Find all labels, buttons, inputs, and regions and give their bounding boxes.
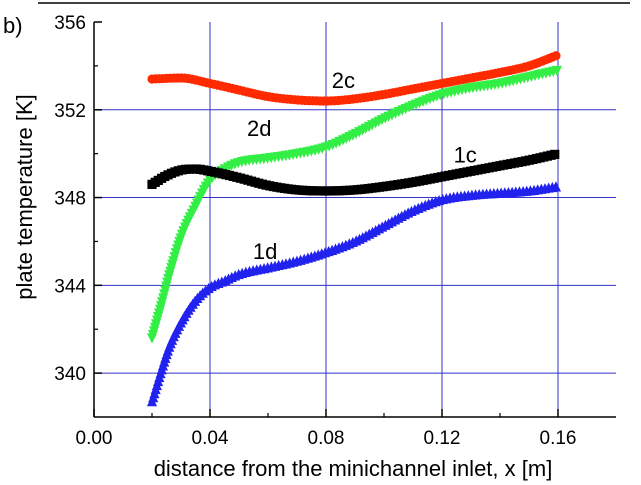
series-2c bbox=[147, 51, 561, 106]
data-point bbox=[551, 65, 563, 77]
data-point bbox=[550, 149, 560, 160]
y-tick-label: 356 bbox=[54, 13, 86, 34]
x-tick-label: 0.08 bbox=[308, 428, 345, 449]
x-tick-label: 0.00 bbox=[76, 428, 113, 449]
x-tick-label: 0.04 bbox=[192, 428, 229, 449]
y-tick-label: 348 bbox=[54, 189, 86, 210]
series-annotation-label: 2c bbox=[332, 68, 355, 93]
panel-label: b) bbox=[3, 13, 23, 38]
series-1c bbox=[147, 149, 560, 196]
x-tick-label: 0.12 bbox=[424, 428, 461, 449]
axes: 0.00 0.04 0.08 0.12 0.16 340 344 348 352 356 bbox=[54, 13, 616, 449]
y-tick-label: 352 bbox=[54, 101, 86, 122]
annotations: 2c 2d 1c 1d bbox=[247, 68, 477, 264]
series-2d bbox=[146, 65, 563, 344]
y-tick-label: 340 bbox=[54, 364, 86, 385]
series-annotation-label: 2d bbox=[247, 116, 271, 141]
series-1d bbox=[146, 181, 562, 407]
series-layer bbox=[146, 51, 563, 407]
data-point bbox=[550, 181, 562, 192]
x-axis-label: distance from the minichannel inlet, x [… bbox=[154, 456, 553, 481]
y-tick-label: 344 bbox=[54, 276, 86, 297]
series-annotation-label: 1c bbox=[454, 142, 477, 167]
y-axis-label: plate temperature [K] bbox=[12, 94, 37, 299]
x-tick-label: 0.16 bbox=[540, 428, 577, 449]
data-point bbox=[551, 51, 561, 61]
series-annotation-label: 1d bbox=[253, 239, 277, 264]
